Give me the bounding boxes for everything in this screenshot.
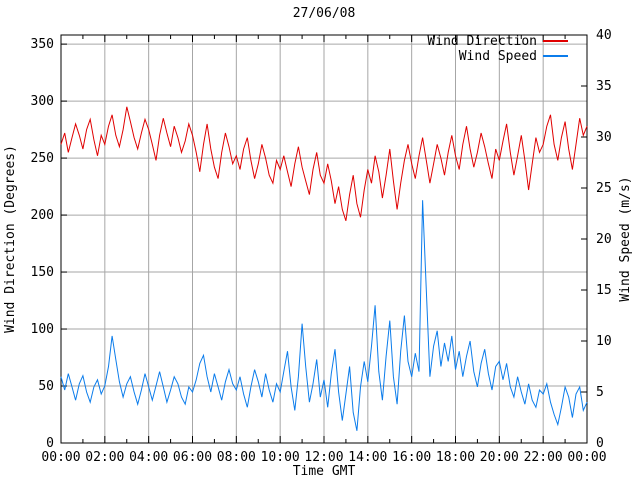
x-tick-label: 12:00 [304, 450, 343, 465]
x-tick-label: 20:00 [480, 450, 519, 465]
y-right-tick-label: 35 [596, 79, 612, 94]
y-left-tick-label: 200 [31, 208, 54, 223]
x-tick-label: 18:00 [436, 450, 475, 465]
y-right-tick-label: 25 [596, 181, 612, 196]
x-tick-label: 04:00 [129, 450, 168, 465]
x-tick-label: 00:00 [567, 450, 606, 465]
tick-labels: 00:00 02:00 04:00 06:00 08:00 10:00 12:00 14:00… [31, 28, 612, 465]
legend-label: Wind Direction [427, 34, 537, 49]
y-right-tick-label: 20 [596, 232, 612, 247]
y-left-tick-label: 250 [31, 151, 54, 166]
x-tick-label: 06:00 [173, 450, 212, 465]
x-tick-label: 14:00 [348, 450, 387, 465]
x-tick-label: 02:00 [85, 450, 124, 465]
y-right-axis-title: Wind Speed (m/s) [618, 176, 633, 301]
legend-label: Wind Speed [459, 49, 537, 64]
y-left-tick-label: 100 [31, 322, 54, 337]
x-tick-label: 16:00 [392, 450, 431, 465]
y-left-axis-title: Wind Direction (Degrees) [3, 145, 18, 333]
y-left-tick-label: 50 [38, 379, 54, 394]
y-left-tick-label: 150 [31, 265, 54, 280]
x-tick-label: 22:00 [524, 450, 563, 465]
y-left-tick-label: 300 [31, 94, 54, 109]
y-right-tick-label: 30 [596, 130, 612, 145]
y-right-tick-label: 40 [596, 28, 612, 43]
y-left-tick-label: 350 [31, 37, 54, 52]
x-axis-title: Time GMT [293, 464, 356, 479]
plot-frame [60, 34, 588, 444]
y-right-tick-label: 10 [596, 334, 612, 349]
y-right-tick-label: 0 [596, 436, 604, 451]
wind-speed-line [60, 200, 588, 431]
x-tick-label: 08:00 [217, 450, 256, 465]
x-tick-label: 10:00 [261, 450, 300, 465]
plot-border [60, 34, 588, 444]
wind-direction-line [60, 106, 588, 221]
y-left-tick-label: 0 [46, 436, 54, 451]
x-tick-label: 00:00 [41, 450, 80, 465]
y-right-tick-label: 15 [596, 283, 612, 298]
y-right-tick-label: 5 [596, 385, 604, 400]
chart-title: 27/06/08 [293, 6, 356, 21]
series-lines [60, 106, 588, 431]
